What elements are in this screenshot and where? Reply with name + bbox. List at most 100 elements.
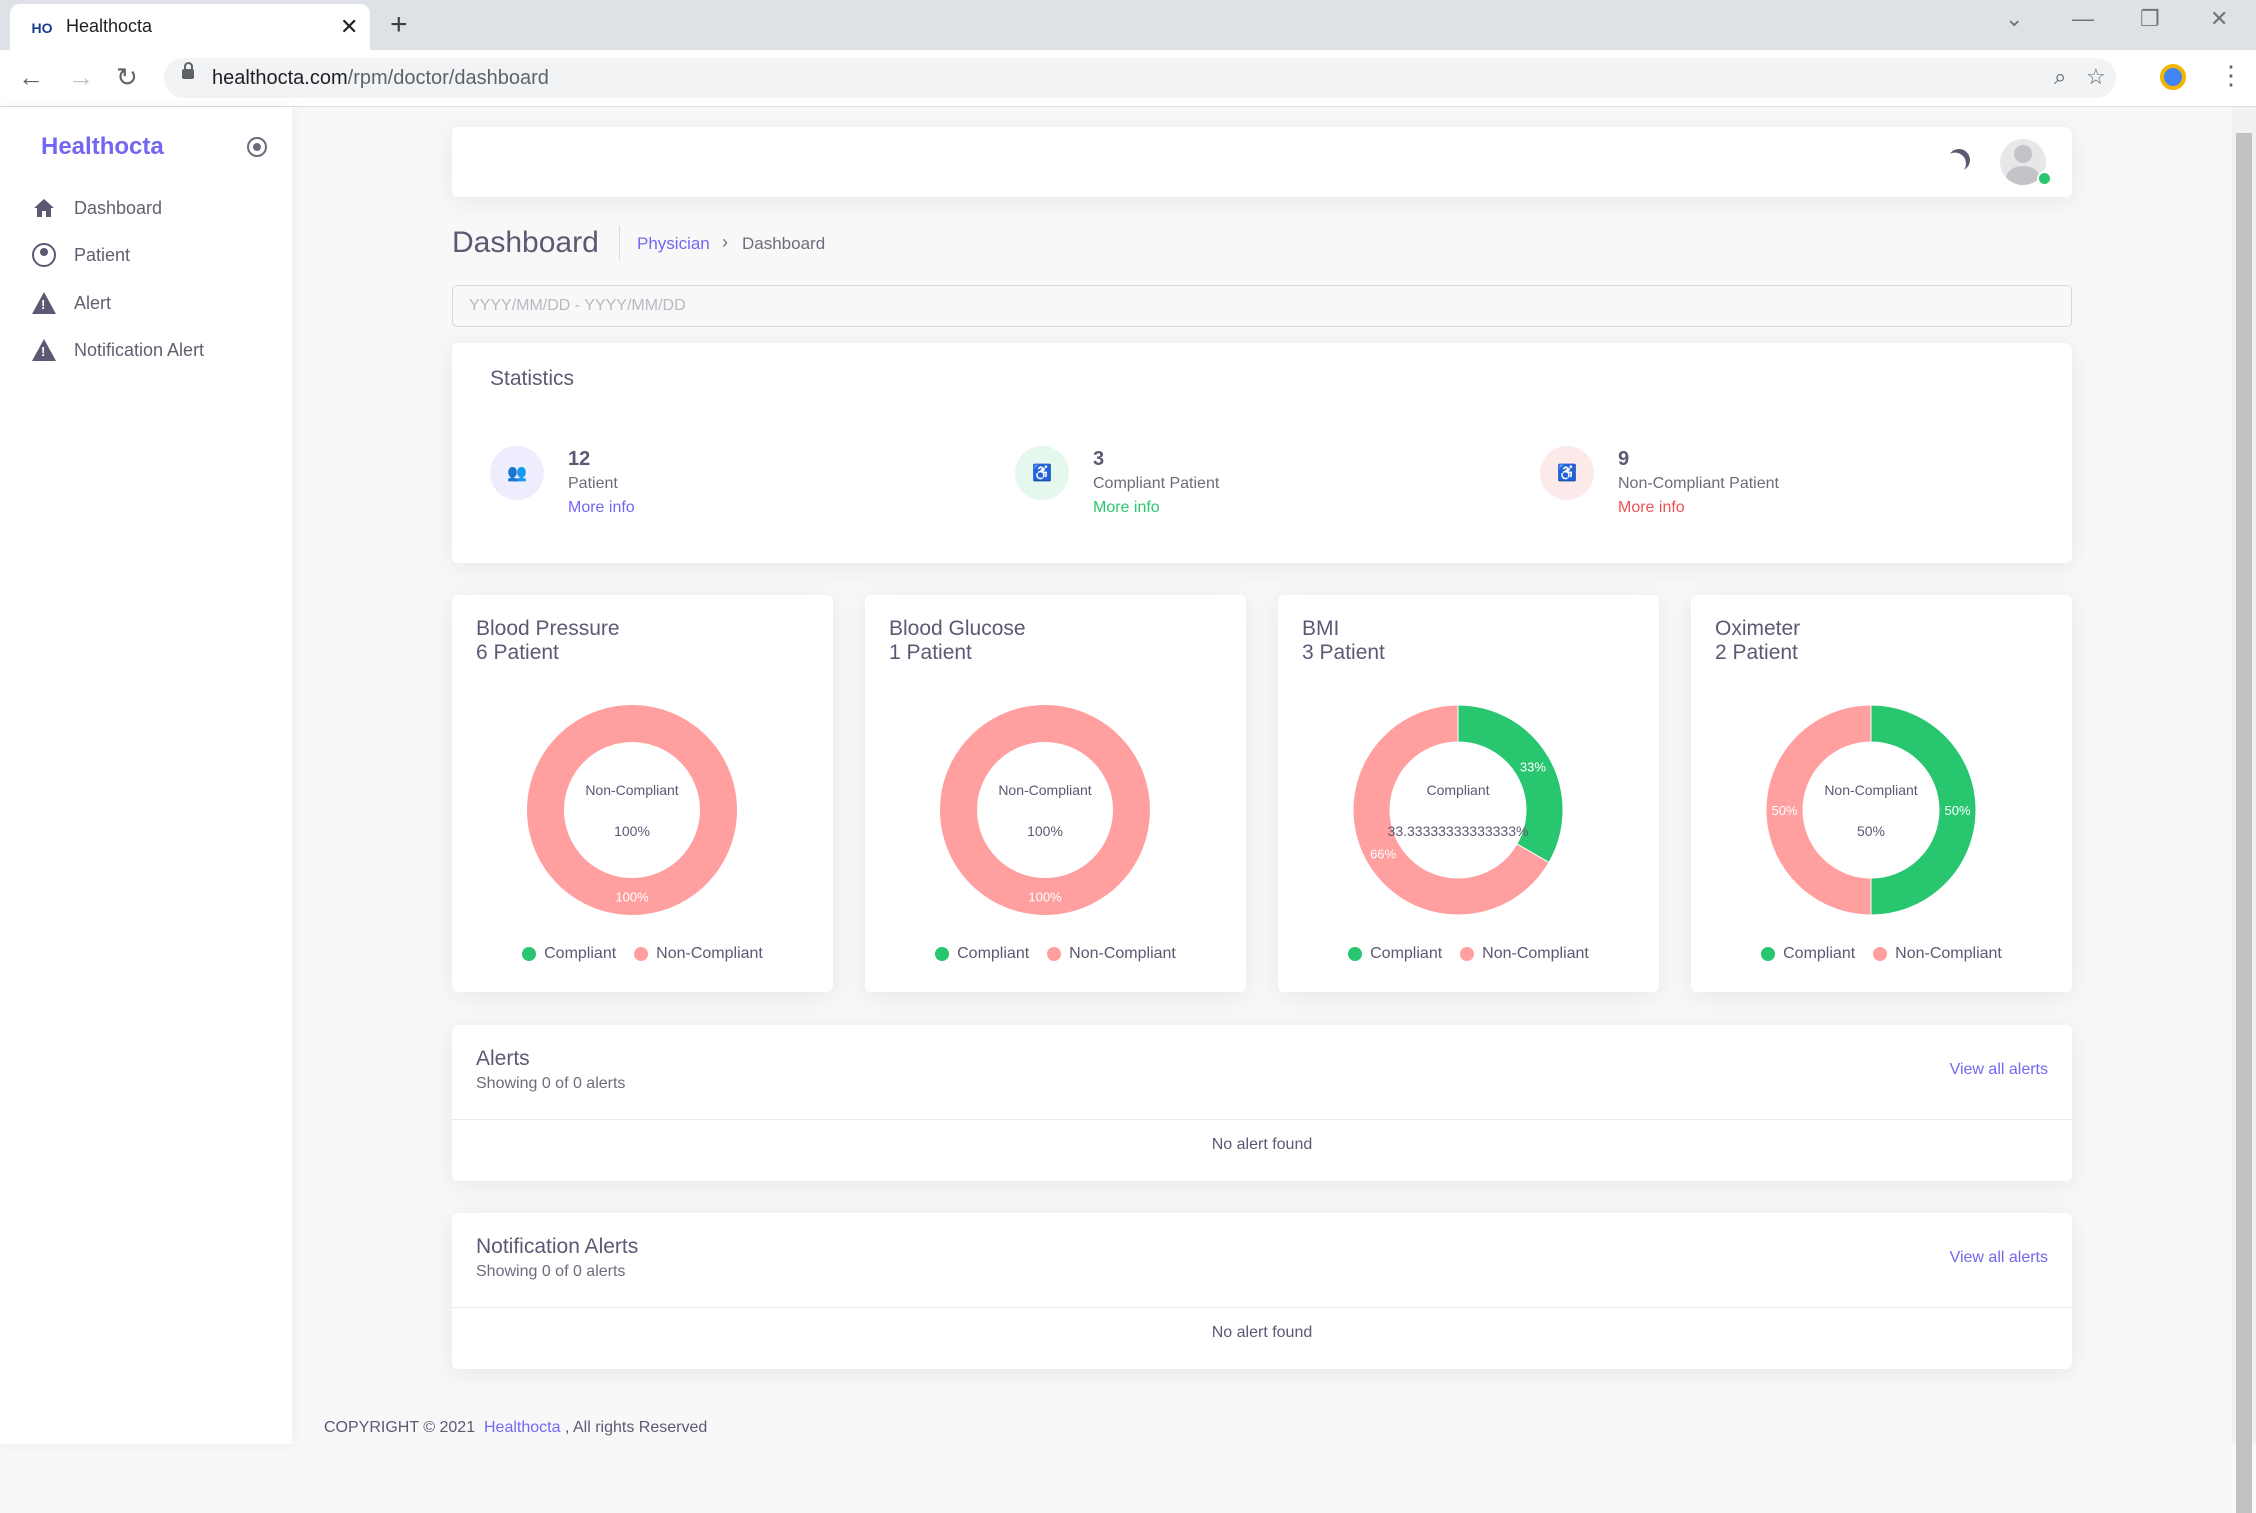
donut-slice-non-compliant[interactable] [940,705,1150,915]
slice-label: 50% [1771,803,1797,818]
view-all-alerts-link[interactable]: View all alerts [1949,1061,2048,1078]
avatar[interactable] [2000,139,2046,185]
sidebar-item-label: Alert [74,292,112,313]
empty-state-text: No alert found [1211,1324,1313,1341]
legend-compliant[interactable]: Compliant [522,945,616,963]
chart-legend: Compliant Non-Compliant [1278,945,1659,963]
warning-icon [32,291,56,315]
center-label: Non-Compliant [1824,782,1917,798]
tab-search-icon[interactable]: ⌄ [2005,6,2024,31]
minimize-icon[interactable]: — [2072,6,2094,31]
chart-title: BMI 3 Patient [1302,617,1385,664]
donut-slice-compliant[interactable] [1457,705,1564,864]
sidebar-item-dashboard[interactable]: Dashboard [32,192,162,224]
online-status-dot [2037,171,2052,186]
brand-logo[interactable]: Healthocta [41,133,164,160]
slice-label: 50% [1944,803,1970,818]
notification-alerts-count: Showing 0 of 0 alerts [476,1263,626,1280]
legend-compliant[interactable]: Compliant [1348,945,1442,963]
legend-non-compliant[interactable]: Non-Compliant [1873,945,2002,963]
divider [452,1307,2072,1308]
chevron-right-icon: › [722,232,728,252]
legend-non-compliant[interactable]: Non-Compliant [1460,945,1589,963]
more-info-link[interactable]: More info [1618,499,1685,516]
sidebar-item-label: Notification Alert [74,339,205,360]
bookmark-star-icon[interactable]: ☆ [2086,64,2106,89]
extension-icon[interactable] [2160,64,2186,90]
donut-chart[interactable]: 33% 66% Compliant 33.33333333333333% [1353,705,1583,935]
date-range-input[interactable] [452,285,2072,327]
warning-icon [32,338,56,362]
accessibility-icon: ♿ [1015,446,1069,500]
slice-label: 33% [1520,760,1546,775]
back-icon[interactable]: ← [18,62,44,92]
center-value: 100% [1027,823,1063,839]
stat-value: 3 [1093,448,1105,470]
more-info-link[interactable]: More info [1093,499,1160,516]
dark-mode-toggle-icon[interactable] [1945,146,1973,174]
center-value: 100% [614,823,650,839]
reload-icon[interactable]: ↻ [116,62,138,92]
alerts-card: Alerts Showing 0 of 0 alerts View all al… [452,1025,2072,1181]
close-tab-icon[interactable]: ✕ [340,14,359,39]
footer-brand-link[interactable]: Healthocta [484,1419,561,1436]
stat-value: 12 [568,448,591,470]
breadcrumb-divider [619,226,620,260]
scrollbar-thumb[interactable] [2236,133,2252,1513]
view-all-notification-alerts-link[interactable]: View all alerts [1949,1249,2048,1266]
window-close-icon[interactable]: ✕ [2210,6,2229,31]
donut-slice-non-compliant[interactable] [527,705,737,915]
zoom-icon[interactable]: ⌕ [2054,64,2067,89]
forward-icon[interactable]: → [68,62,94,92]
donut-chart[interactable]: 100% Non-Compliant 100% [527,705,757,935]
sidebar-item-notification-alert[interactable]: Notification Alert [32,334,204,366]
sidebar-item-alert[interactable]: Alert [32,287,111,319]
sidebar-toggle-icon[interactable] [247,137,267,157]
center-label: Compliant [1426,782,1489,798]
users-icon: 👥 [490,446,544,500]
home-icon [32,196,56,220]
donut-slice-compliant[interactable] [1870,705,1977,916]
stat-value: 9 [1618,448,1630,470]
sidebar: Healthocta Dashboard Patient Alert Notif… [0,107,292,1444]
new-tab-icon[interactable]: + [390,8,408,41]
legend-compliant[interactable]: Compliant [935,945,1029,963]
accessibility-icon: ♿ [1540,446,1594,500]
breadcrumb-current: Dashboard [742,234,826,253]
favicon-icon: HO [31,20,53,36]
legend-non-compliant[interactable]: Non-Compliant [1047,945,1176,963]
sidebar-item-label: Dashboard [74,197,163,218]
address-bar[interactable]: healthocta.com/rpm/doctor/dashboard ⌕ ☆ [164,58,2116,98]
donut-chart[interactable]: 50% 50% Non-Compliant 50% [1766,705,1996,935]
notification-alerts-title: Notification Alerts [476,1235,639,1258]
alerts-title: Alerts [476,1047,530,1070]
chart-legend: Compliant Non-Compliant [865,945,1246,963]
chart-legend: Compliant Non-Compliant [1691,945,2072,963]
notification-alerts-card: Notification Alerts Showing 0 of 0 alert… [452,1213,2072,1369]
sidebar-item-patient[interactable]: Patient [32,239,130,271]
chart-card-bmi: BMI 3 Patient 33% 66% Compliant 33.333333333… [1278,595,1659,992]
browser-tab[interactable]: HO Healthocta ✕ [10,4,370,50]
chart-card-blood-pressure: Blood Pressure 6 Patient 100% Non-Complian… [452,595,833,992]
browser-toolbar: ← → ↻ healthocta.com/rpm/doctor/dashboar… [0,50,2256,107]
empty-state-text: No alert found [1211,1136,1313,1153]
footer: COPYRIGHT © 2021 Healthocta , All rights… [324,1419,708,1436]
donut-slice-non-compliant[interactable] [1766,705,1872,916]
scrollbar[interactable] [2232,107,2256,1513]
user-circle-icon [32,243,56,267]
breadcrumb-physician-link[interactable]: Physician [637,234,710,253]
restore-icon[interactable]: ❐ [2140,6,2160,31]
legend-compliant[interactable]: Compliant [1761,945,1855,963]
divider [452,1119,2072,1120]
donut-slice-non-compliant[interactable] [1353,705,1550,916]
browser-menu-icon[interactable]: ⋮ [2218,60,2244,90]
more-info-link[interactable]: More info [568,499,635,516]
stat-label: Compliant Patient [1093,475,1220,492]
chart-legend: Compliant Non-Compliant [452,945,833,963]
url-text: healthocta.com/rpm/doctor/dashboard [212,67,549,89]
tab-title: Healthocta [66,16,153,36]
stat-label: Non-Compliant Patient [1618,475,1779,492]
donut-chart[interactable]: 100% Non-Compliant 100% [940,705,1170,935]
legend-non-compliant[interactable]: Non-Compliant [634,945,763,963]
lock-icon [182,62,194,79]
